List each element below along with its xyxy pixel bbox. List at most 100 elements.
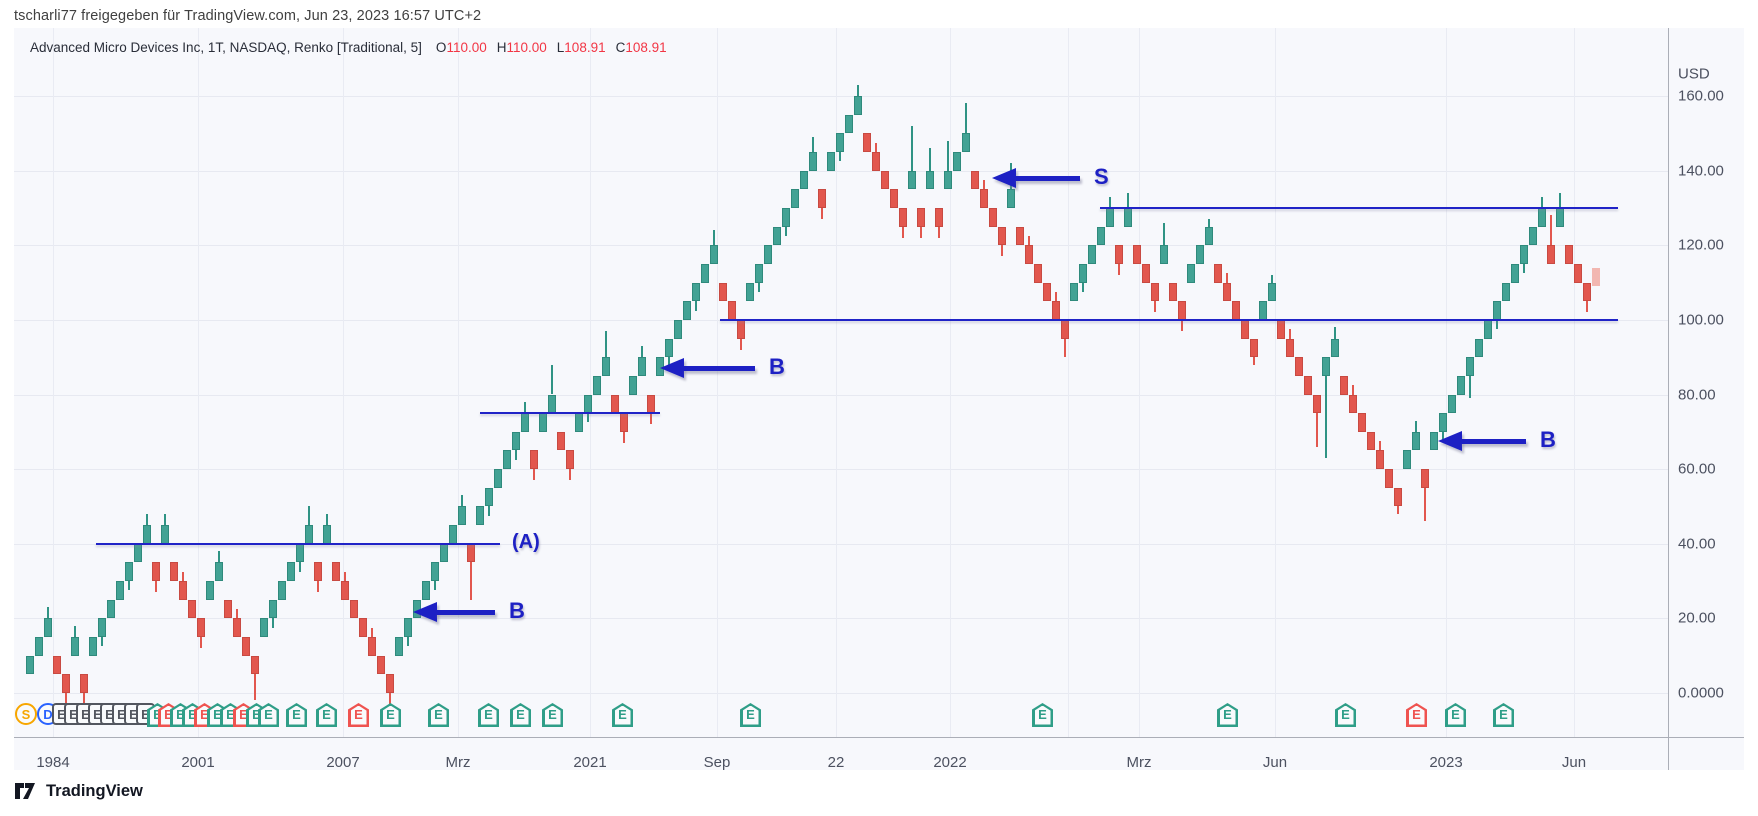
renko-brick [539,413,548,432]
chart-legend[interactable]: Advanced Micro Devices Inc, 1T, NASDAQ, … [30,40,677,55]
renko-brick [1331,338,1340,358]
earnings-badge[interactable]: E [612,703,633,727]
earnings-badge[interactable]: E [478,703,499,727]
date-tick-label: 2022 [933,754,967,771]
renko-wick [1163,222,1165,246]
tradingview-logo-icon[interactable] [14,780,38,802]
line-label[interactable]: (A) [512,530,540,553]
renko-brick [377,655,386,675]
signal-arrow-head[interactable] [1438,431,1462,451]
earnings-badge[interactable]: E [1445,703,1466,727]
time-gridline [1275,28,1276,737]
renko-brick [989,207,998,227]
signal-label[interactable]: S [1094,164,1109,189]
signal-arrow-shaft[interactable] [1014,175,1080,181]
ohlc-values: O110.00 H110.00 L108.91 C108.91 [435,40,667,55]
renko-brick [1061,319,1070,339]
renko-brick [1169,282,1178,302]
support-resistance-line[interactable] [96,542,500,545]
signal-arrow-head[interactable] [992,168,1016,188]
renko-brick [701,263,710,283]
support-resistance-line[interactable] [480,412,660,415]
renko-wick [407,637,409,647]
date-tick-label: Mrz [1126,754,1152,771]
renko-brick [755,263,764,283]
earnings-badge[interactable]: E [510,703,531,727]
renko-brick [125,562,134,582]
date-tick-label: Mrz [445,754,471,771]
signal-arrow-head[interactable] [660,358,684,378]
renko-wick [236,609,238,619]
renko-brick [908,170,917,190]
price-axis[interactable]: USD 160.00 140.00 120.00 100.00 80.00 60.00 40… [1668,28,1744,770]
signal-label[interactable]: B [509,598,525,623]
date-tick-label: 2007 [326,754,360,771]
renko-brick [548,394,557,414]
renko-brick [647,394,656,414]
tradingview-brand-text[interactable]: TradingView [46,781,143,800]
time-gridline [1068,28,1069,737]
time-axis[interactable]: 1984 2001 2007 Mrz 2021 Sep 22 2022 Mrz Jun 2023 Ju… [14,738,1668,771]
renko-brick [1052,301,1061,320]
time-gridline [950,28,951,737]
renko-brick [287,562,296,582]
earnings-badge[interactable]: E [428,703,449,727]
renko-brick [332,562,341,582]
renko-brick [971,170,980,190]
earnings-badge[interactable]: E [348,703,369,727]
signal-arrow-head[interactable] [413,602,437,622]
renko-brick [773,226,782,246]
renko-brick [107,599,116,619]
renko-wick [1424,487,1426,522]
signal-label[interactable]: B [1540,427,1556,452]
renko-brick [620,413,629,432]
renko-brick [1304,375,1313,395]
earnings-badge[interactable]: E [380,703,401,727]
renko-brick [863,133,872,152]
signal-arrow-shaft[interactable] [435,609,495,615]
signal-arrow-shaft[interactable] [1460,438,1526,444]
renko-wick [1253,357,1255,365]
renko-wick [1325,375,1327,458]
price-tick-label: 100.00 [1678,311,1724,329]
renko-brick [350,599,359,619]
renko-brick [1547,245,1556,264]
event-badge[interactable]: S [15,703,37,725]
renko-wick [965,103,967,134]
renko-brick [1007,189,1016,208]
earnings-badge[interactable]: E [286,703,307,727]
ohlc-value: 110.00 [506,40,547,55]
renko-wick [1289,329,1291,339]
earnings-badge[interactable]: E [1493,703,1514,727]
renko-wick [1226,273,1228,283]
signal-label[interactable]: B [769,354,785,379]
renko-wick [533,469,535,481]
renko-brick [386,674,395,693]
earnings-badge[interactable]: E [542,703,563,727]
ohlc-value: 108.91 [625,40,667,55]
renko-wick [623,431,625,443]
earnings-badge[interactable]: E [1406,703,1427,727]
renko-brick [368,637,377,656]
earnings-badge[interactable]: E [740,703,761,727]
renko-brick [782,207,791,227]
earnings-badge[interactable]: E [1217,703,1238,727]
renko-brick [422,581,431,600]
renko-chart-pane[interactable]: (A) B B S B S D E E E E E E E E E E E E E E E E E E E E E E E E E E E E E E E… [14,28,1668,737]
renko-brick [152,562,161,582]
renko-wick [1397,506,1399,514]
renko-brick [566,450,575,470]
support-resistance-line[interactable] [720,318,1618,321]
earnings-badge[interactable]: E [258,703,279,727]
renko-brick [629,375,638,395]
renko-brick [638,357,647,376]
renko-brick [1088,245,1097,264]
earnings-badge[interactable]: E [1335,703,1356,727]
renko-wick [488,506,490,516]
signal-arrow-shaft[interactable] [682,365,755,371]
earnings-badge[interactable]: E [316,703,337,727]
support-resistance-line[interactable] [1100,206,1618,209]
date-tick-label: Jun [1561,754,1587,771]
earnings-badge[interactable]: E [1032,703,1053,727]
share-attribution-text: tscharli77 freigegeben für TradingView.c… [14,8,482,24]
